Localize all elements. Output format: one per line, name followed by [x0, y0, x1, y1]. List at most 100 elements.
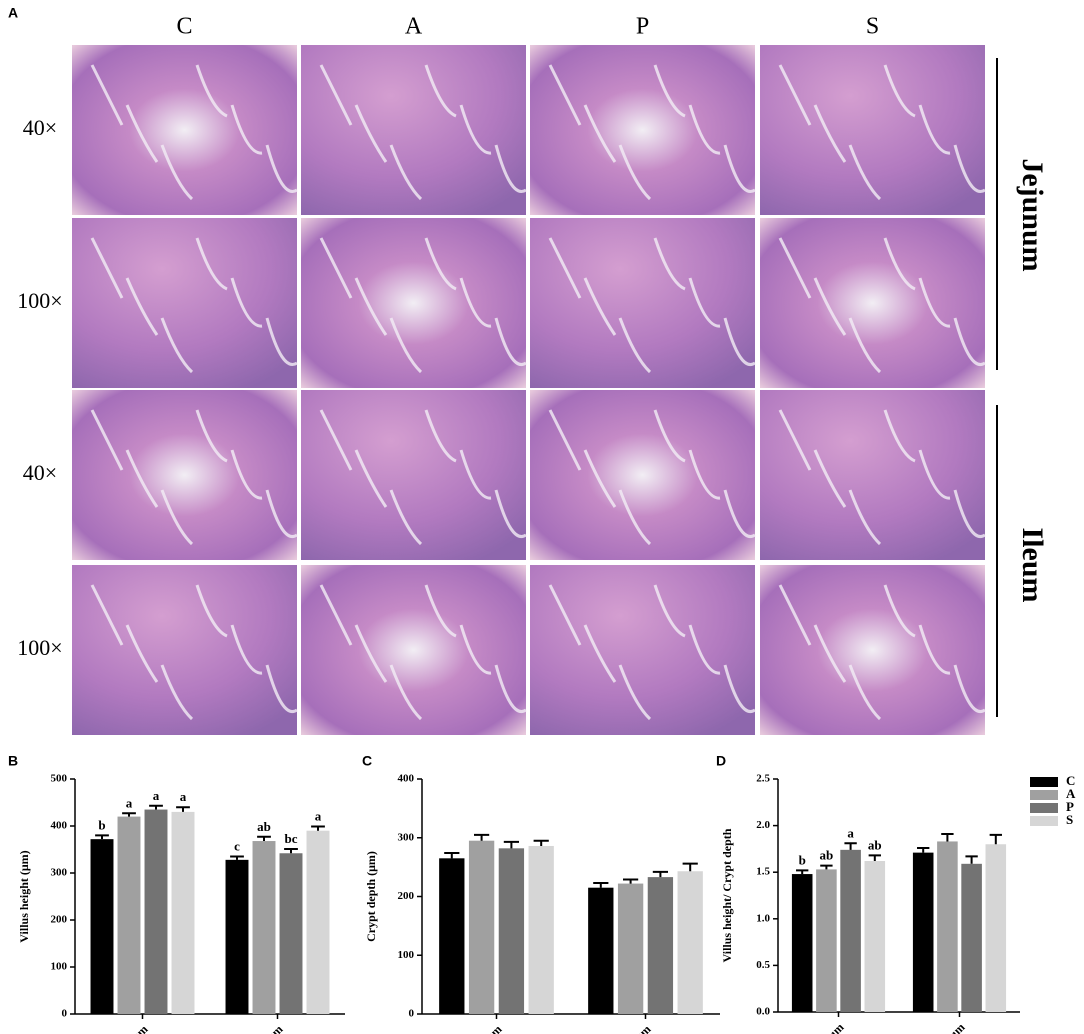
significance-letter: ab [868, 837, 882, 852]
micrograph [72, 45, 297, 215]
y-tick-label: 1.5 [756, 866, 770, 878]
y-tick-label: 0 [62, 1008, 68, 1020]
tissue-fold [230, 449, 263, 500]
bar [791, 874, 813, 1012]
bar [528, 845, 554, 1014]
significance-letter: b [98, 817, 105, 832]
tissue-fold [688, 624, 721, 675]
legend-swatch [1030, 803, 1058, 813]
significance-letter: bc [285, 831, 298, 846]
error-bar [533, 839, 549, 846]
bar [225, 859, 249, 1014]
bar [677, 871, 703, 1014]
significance-letter: c [234, 839, 240, 854]
tissue-fold [883, 237, 916, 291]
tissue-fold [883, 584, 916, 638]
tissue-fold [778, 409, 812, 471]
micrograph [72, 390, 297, 560]
micrograph [72, 565, 297, 735]
tissue-fold [319, 64, 353, 126]
error-bar [941, 832, 954, 842]
tissue-fold [618, 317, 652, 374]
y-tick-label: 200 [51, 914, 68, 926]
tissue-fold [459, 104, 492, 155]
x-tick-label: Ileum [936, 1020, 967, 1034]
bar [961, 863, 982, 1012]
micrograph [530, 45, 755, 215]
tissue-fold [195, 584, 228, 638]
tissue-fold [354, 277, 388, 336]
bar [468, 840, 495, 1014]
tissue-fold [918, 277, 951, 328]
tissue-fold [918, 449, 951, 500]
bar [117, 816, 141, 1014]
tissue-fold [424, 237, 457, 291]
error-bar [230, 855, 244, 860]
legend-label: C [1066, 773, 1075, 788]
tissue-fold [195, 237, 228, 291]
micrograph [760, 45, 985, 215]
x-tick-label: Ileum [622, 1022, 653, 1034]
micrograph [301, 45, 526, 215]
micrograph [760, 218, 985, 388]
tissue-fold [319, 237, 353, 299]
tissue-fold [90, 584, 124, 646]
x-tick-label: Jejunum [805, 1020, 847, 1034]
tissue-fold [953, 144, 986, 193]
micrograph [301, 565, 526, 735]
tissue-fold [160, 317, 194, 374]
error-bar [284, 848, 298, 854]
tissue-fold [778, 237, 812, 299]
tissue-fold [548, 584, 582, 646]
y-axis-label: Crypt depth (μm) [364, 851, 378, 942]
tissue-fold [125, 624, 159, 683]
tissue-fold [953, 664, 986, 713]
tissue-fold [389, 317, 423, 374]
error-bar [503, 840, 519, 849]
error-bar [122, 812, 136, 817]
tissue-fold [618, 144, 652, 201]
tissue-fold [583, 277, 617, 336]
significance-letter: ab [257, 819, 271, 834]
section-label: Jejunum [1016, 158, 1049, 271]
tissue-fold [195, 64, 228, 118]
tissue-fold [265, 317, 298, 366]
bar [144, 809, 168, 1014]
micrograph [530, 390, 755, 560]
micrograph [760, 390, 985, 560]
significance-letter: a [315, 808, 322, 823]
bar [171, 811, 195, 1014]
tissue-fold [813, 624, 847, 683]
tissue-fold [389, 144, 423, 201]
tissue-fold [125, 104, 159, 163]
significance-letter: b [799, 852, 806, 867]
tissue-fold [160, 664, 194, 721]
tissue-fold [813, 277, 847, 336]
error-bar [149, 804, 163, 810]
error-bar [623, 878, 639, 884]
error-bar [652, 870, 668, 878]
tissue-fold [125, 277, 159, 336]
error-bar [176, 806, 190, 812]
bar [912, 852, 934, 1012]
tissue-fold [459, 624, 492, 675]
micrograph [760, 565, 985, 735]
error-bar [444, 852, 460, 859]
tissue-fold [583, 104, 617, 163]
tissue-fold [90, 237, 124, 299]
bar [864, 861, 886, 1012]
tissue-fold [265, 144, 298, 193]
y-tick-label: 2.0 [756, 819, 770, 831]
y-tick-label: 100 [51, 961, 68, 973]
significance-letter: a [180, 789, 187, 804]
y-tick-label: 0.5 [756, 959, 770, 971]
y-tick-label: 300 [51, 867, 68, 879]
tissue-fold [653, 584, 686, 638]
error-bar [917, 846, 930, 853]
tissue-fold [319, 584, 353, 646]
tissue-fold [883, 409, 916, 463]
row-label: 100× [17, 288, 62, 313]
tissue-fold [653, 64, 686, 118]
tissue-fold [459, 449, 492, 500]
